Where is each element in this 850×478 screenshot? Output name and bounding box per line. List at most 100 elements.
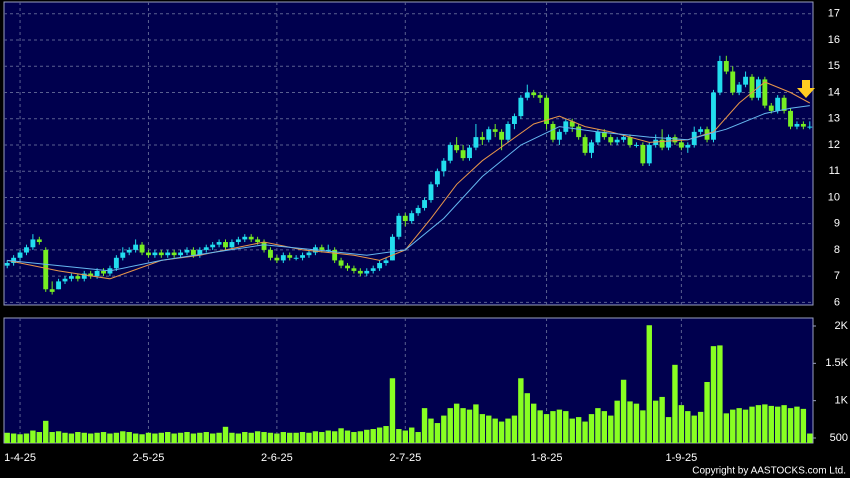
candle-body: [621, 137, 627, 140]
volume-bar: [434, 423, 441, 443]
volume-bar: [62, 432, 68, 443]
volume-bar: [511, 415, 518, 443]
volume-bar: [139, 434, 145, 443]
candle-body: [698, 129, 704, 132]
volume-bar: [107, 433, 113, 443]
candle-body: [261, 242, 267, 250]
volume-bar: [582, 421, 588, 443]
candle-body: [479, 137, 485, 140]
candle-body: [351, 268, 357, 271]
y-tick-label: 1K: [835, 395, 849, 407]
candle-body: [345, 265, 350, 269]
volume-bar: [742, 409, 749, 443]
volume-bar: [460, 408, 466, 443]
volume-bar: [466, 409, 473, 443]
volume-bar: [588, 414, 595, 443]
candle-body: [499, 131, 505, 140]
volume-bar: [261, 432, 267, 443]
volume-bar: [370, 429, 376, 443]
candle-body: [62, 278, 68, 282]
candle-body: [36, 239, 42, 243]
candle-body: [518, 97, 524, 117]
candle-body: [377, 263, 383, 269]
volume-bar: [608, 415, 614, 443]
volume-bar: [145, 432, 152, 443]
candle-body: [434, 171, 440, 185]
candle-body: [370, 268, 376, 271]
volume-bar: [75, 432, 81, 443]
volume-bar: [68, 433, 75, 443]
volume-bar: [81, 432, 87, 443]
volume-bar: [344, 430, 351, 443]
candle-body: [755, 79, 761, 98]
volume-bar: [126, 432, 132, 443]
candle-body: [43, 249, 49, 290]
candle-body: [338, 260, 344, 266]
volume-bar: [280, 432, 286, 443]
candle-body: [807, 126, 813, 128]
volume-bar: [254, 431, 261, 443]
volume-bar: [274, 433, 280, 443]
volume-bar: [389, 378, 396, 443]
x-tick-label: 1-8-25: [531, 452, 563, 464]
volume-bar: [49, 432, 55, 443]
volume-bar: [774, 406, 781, 443]
candle-body: [184, 249, 190, 253]
candle-body: [287, 255, 293, 258]
volume-bar: [781, 405, 787, 443]
volume-bar: [736, 408, 742, 443]
volume-bar: [640, 410, 646, 443]
candle-body: [537, 95, 543, 98]
volume-bar: [23, 433, 30, 443]
marks: 6 7 8 9 10 11 12 13 14 15 16 17 1-4-25 2-5-25 2-6-25 2-…: [4, 2, 849, 464]
candle-body: [633, 144, 639, 146]
candle-body: [30, 239, 36, 248]
volume-bar: [421, 408, 428, 443]
volume-bar: [94, 432, 100, 443]
candle-body: [152, 252, 158, 256]
candle-body: [235, 239, 241, 243]
candle-body: [364, 270, 370, 274]
candle-body: [223, 242, 228, 248]
candle-body: [428, 184, 434, 201]
candle-body: [68, 276, 74, 279]
candle-body: [178, 252, 184, 256]
volume-bar: [800, 408, 807, 443]
candle-body: [589, 142, 594, 153]
volume-bar: [569, 418, 575, 443]
volume-bar: [543, 414, 550, 443]
candle-body: [467, 147, 472, 159]
volume-bar: [531, 403, 537, 443]
x-tick-label: 1-9-25: [665, 452, 697, 464]
candle-body: [569, 121, 575, 127]
candle-body: [672, 137, 678, 143]
x-tick-label: 2-6-25: [261, 452, 293, 464]
candle-body: [268, 249, 273, 258]
volume-bar: [287, 432, 293, 443]
candle-body: [447, 144, 453, 161]
candle-body: [768, 105, 774, 111]
volume-bar: [177, 432, 184, 443]
candle-body: [165, 252, 171, 256]
candle-body: [794, 123, 800, 127]
candle-body: [627, 137, 633, 145]
y-tick-label: 6: [834, 296, 840, 308]
candle-body: [454, 144, 460, 151]
candle-body: [300, 255, 305, 258]
volume-bar: [633, 403, 640, 443]
candle-body: [306, 252, 312, 256]
candle-body: [280, 255, 286, 261]
candle-body: [357, 270, 363, 274]
candle-body: [775, 97, 781, 111]
candle-body: [730, 71, 736, 93]
candle-body: [762, 79, 768, 106]
volume-bar: [376, 427, 383, 443]
volume-bar: [697, 411, 704, 443]
candle-body: [512, 116, 517, 124]
volume-bar: [158, 432, 165, 443]
volume-bar: [665, 417, 672, 443]
volume-bar: [87, 433, 94, 443]
volume-bar: [100, 432, 107, 443]
volume-bar: [235, 433, 242, 443]
candle-body: [505, 123, 511, 140]
